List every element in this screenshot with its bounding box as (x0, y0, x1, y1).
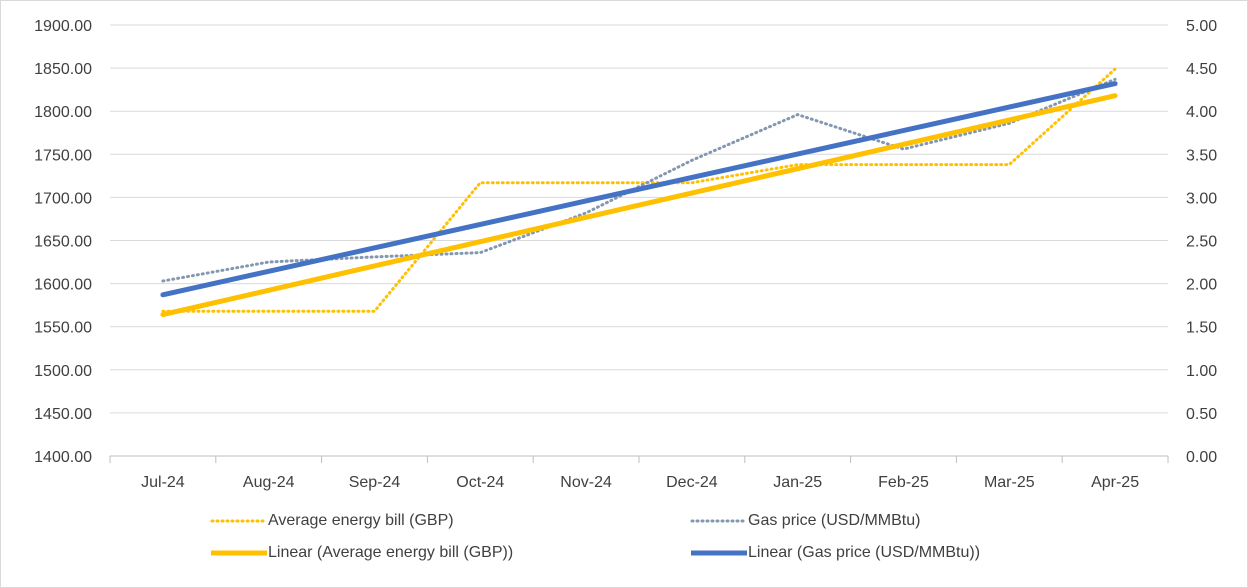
x-tick-label: Jan-25 (773, 474, 822, 491)
x-tick-label: Oct-24 (456, 474, 504, 491)
y-right-tick-label: 5.00 (1186, 18, 1217, 35)
y-right-tick-label: 4.50 (1186, 61, 1217, 78)
series-line-2 (160, 93, 1118, 318)
legend-item-linear-energy-bill: Linear (Average energy bill (GBP)) (210, 543, 513, 563)
y-left-tick-label: 1800.00 (34, 104, 92, 121)
y-right-tick-label: 1.00 (1186, 363, 1217, 380)
y-right-tick-label: 0.00 (1186, 449, 1217, 466)
y-left-tick-label: 1900.00 (34, 18, 92, 35)
x-tick-label: Sep-24 (349, 474, 401, 491)
legend-item-linear-gas-price: Linear (Gas price (USD/MMBtu)) (690, 543, 980, 563)
y-left-tick-label: 1550.00 (34, 320, 92, 337)
x-tick-label: Nov-24 (560, 474, 612, 491)
chart-legend: Average energy bill (GBP) Gas price (USD… (0, 505, 1248, 585)
y-right-tick-label: 3.50 (1186, 147, 1217, 164)
x-tick-label: Dec-24 (666, 474, 718, 491)
y-left-tick-label: 1750.00 (34, 147, 92, 164)
legend-swatch-energy-bill (210, 519, 268, 523)
legend-label-gas-price: Gas price (USD/MMBtu) (748, 512, 921, 529)
y-left-tick-label: 1450.00 (34, 406, 92, 423)
legend-swatch-linear-gas-price (691, 550, 747, 556)
legend-swatch-gas-price (690, 519, 748, 523)
legend-item-energy-bill: Average energy bill (GBP) (210, 511, 454, 531)
y-left-tick-label: 1650.00 (34, 234, 92, 251)
legend-label-energy-bill: Average energy bill (GBP) (268, 512, 454, 529)
x-tick-label: Mar-25 (984, 474, 1035, 491)
y-right-tick-label: 2.50 (1186, 234, 1217, 251)
y-right-tick-label: 4.00 (1186, 104, 1217, 121)
y-right-tick-label: 3.00 (1186, 190, 1217, 207)
y-left-tick-label: 1400.00 (34, 449, 92, 466)
legend-label-linear-gas-price: Linear (Gas price (USD/MMBtu)) (748, 544, 981, 561)
x-tick-label: Jul-24 (141, 474, 185, 491)
y-right-tick-label: 2.00 (1186, 277, 1217, 294)
y-left-tick-label: 1850.00 (34, 61, 92, 78)
legend-label-linear-energy-bill: Linear (Average energy bill (GBP)) (268, 544, 514, 561)
series-line-3 (160, 81, 1118, 298)
y-left-tick-label: 1700.00 (34, 190, 92, 207)
series-line-0 (161, 67, 1117, 313)
y-right-tick-label: 1.50 (1186, 320, 1217, 337)
y-right-tick-label: 0.50 (1186, 406, 1217, 423)
y-left-tick-label: 1500.00 (34, 363, 92, 380)
series-line-1 (161, 77, 1117, 283)
y-left-tick-label: 1600.00 (34, 277, 92, 294)
legend-swatch-linear-energy-bill (211, 550, 267, 556)
x-tick-label: Aug-24 (243, 474, 295, 491)
legend-item-gas-price: Gas price (USD/MMBtu) (690, 511, 920, 531)
x-tick-label: Apr-25 (1091, 474, 1139, 491)
x-tick-label: Feb-25 (878, 474, 929, 491)
